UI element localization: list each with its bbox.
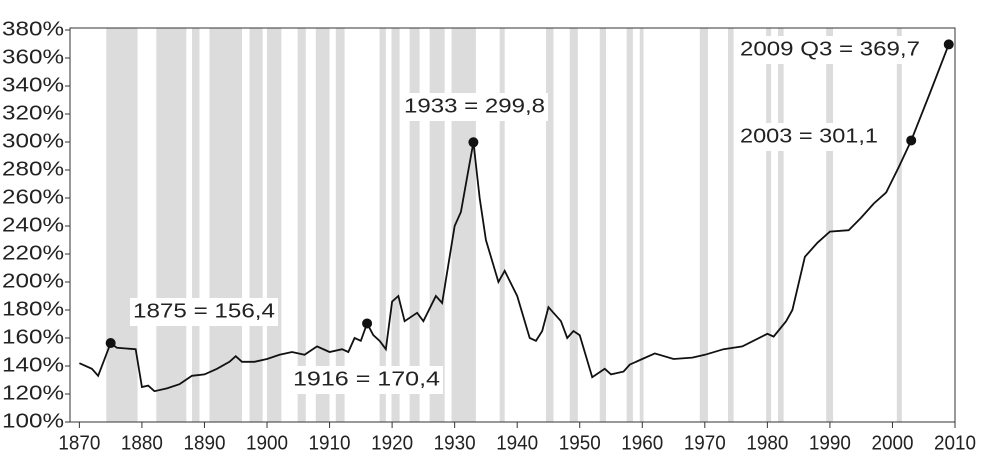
shaded-period: [335, 28, 345, 422]
x-tick-label: 1920: [371, 432, 413, 454]
x-tick-label: 1990: [809, 432, 851, 454]
shaded-period: [626, 28, 633, 422]
shaded-period: [106, 28, 138, 422]
annotation-bg: [401, 93, 548, 121]
annotation-bg: [290, 366, 443, 394]
x-tick-label: 1910: [309, 432, 351, 454]
shaded-period: [409, 28, 420, 422]
x-tick-label: 1980: [746, 432, 788, 454]
shaded-period: [545, 28, 554, 422]
annotation-label: 2003 = 301,1: [740, 125, 878, 147]
shaded-period: [599, 28, 607, 422]
shaded-period: [156, 28, 187, 422]
x-tick-label: 2010: [934, 432, 976, 454]
shaded-period: [391, 28, 400, 422]
y-tick-label: 360%: [2, 46, 64, 68]
annotation-point: [362, 318, 373, 329]
shaded-period: [249, 28, 263, 422]
x-tick-label: 1890: [183, 432, 225, 454]
y-tick-label: 260%: [2, 186, 64, 208]
y-tick-label: 280%: [2, 158, 64, 180]
series-line: [79, 44, 950, 393]
x-tick-label: 1940: [496, 432, 538, 454]
y-tick-label: 200%: [2, 270, 64, 292]
annotation-point: [468, 137, 479, 148]
shaded-period: [429, 28, 445, 422]
shaded-period: [379, 28, 386, 422]
shaded-period: [499, 28, 505, 422]
y-tick-label: 300%: [2, 130, 64, 152]
shaded-period: [297, 28, 306, 422]
shaded-period: [826, 28, 834, 422]
annotation-label: 1916 = 170,4: [293, 368, 440, 390]
shaded-period: [569, 28, 578, 422]
y-tick-label: 140%: [2, 354, 64, 376]
shaded-period: [699, 28, 708, 422]
shaded-period: [315, 28, 330, 422]
y-tick-label: 160%: [2, 326, 64, 348]
y-tick-label: 340%: [2, 74, 64, 96]
shaded-period: [267, 28, 282, 422]
x-tick-label: 1900: [246, 432, 288, 454]
shaded-period: [191, 28, 200, 422]
y-tick-label: 120%: [2, 382, 64, 404]
annotation-point: [943, 39, 954, 50]
shaded-period: [778, 28, 784, 422]
shaded-period: [766, 28, 772, 422]
annotation-point: [105, 338, 116, 349]
annotation-point: [906, 135, 917, 146]
annotation-label: 1875 = 156,4: [133, 300, 275, 322]
annotation-label: 1933 = 299,8: [404, 95, 545, 117]
annotation-label: 2009 Q3 = 369,7: [740, 38, 920, 60]
x-tick-label: 1970: [684, 432, 726, 454]
annotation-bg: [737, 36, 923, 64]
shaded-period: [639, 28, 644, 422]
y-tick-label: 220%: [2, 242, 64, 264]
y-tick-label: 380%: [2, 18, 64, 40]
y-tick-label: 180%: [2, 298, 64, 320]
plot-frame: [69, 27, 956, 423]
x-tick-label: 1950: [559, 432, 601, 454]
x-tick-label: 1880: [121, 432, 163, 454]
annotation-bg: [130, 298, 278, 326]
x-tick-label: 1930: [434, 432, 476, 454]
annotation-bg: [737, 123, 881, 151]
y-tick-label: 240%: [2, 214, 64, 236]
y-tick-label: 100%: [2, 410, 64, 432]
x-tick-label: 1960: [621, 432, 663, 454]
shaded-period: [727, 28, 734, 422]
x-tick-label: 1870: [58, 432, 100, 454]
x-tick-label: 2000: [871, 432, 913, 454]
y-tick-label: 320%: [2, 102, 64, 124]
shaded-period: [896, 28, 902, 422]
